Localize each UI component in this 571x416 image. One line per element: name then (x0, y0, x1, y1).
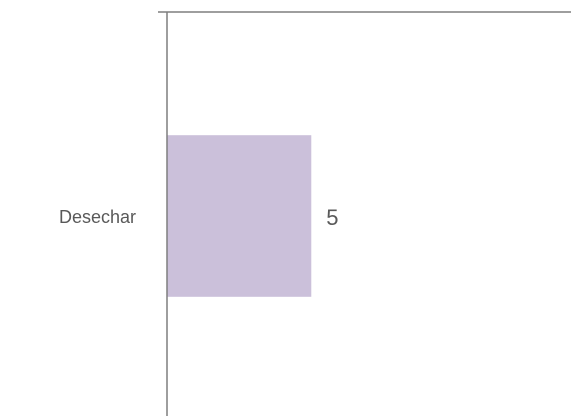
data-label: 5 (326, 205, 338, 230)
bar (167, 135, 312, 297)
category-label: Desechar (59, 207, 136, 227)
